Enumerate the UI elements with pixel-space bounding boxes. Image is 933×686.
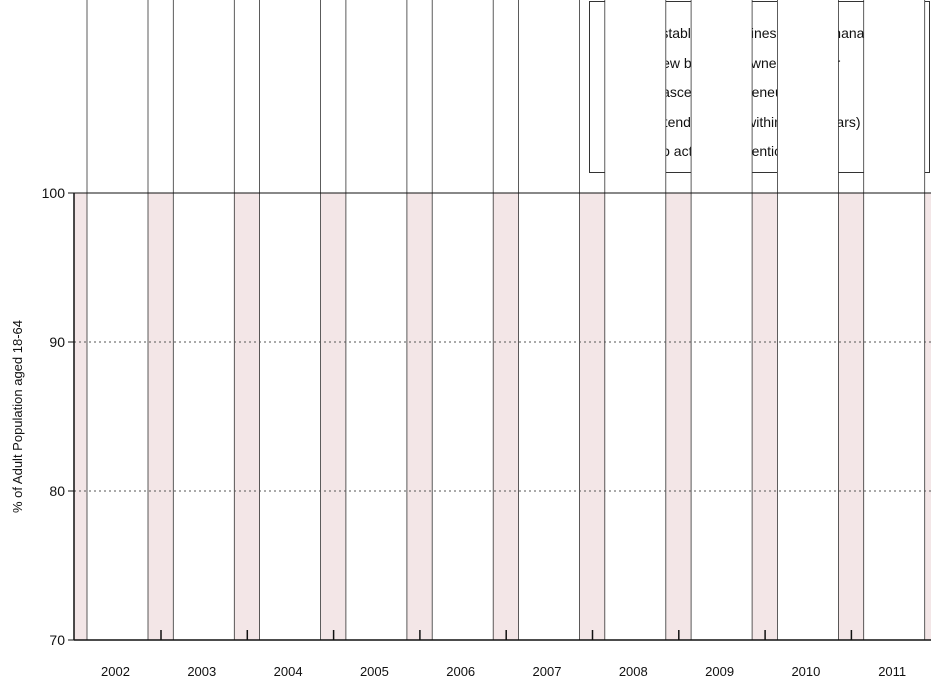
bar-2011-segment-0 [863, 0, 926, 641]
x-tick-label-2008: 2008 [619, 664, 648, 679]
x-tick-label-2009: 2009 [705, 664, 734, 679]
bar-2004-segment-0 [259, 0, 322, 641]
bar-2005-segment-0 [345, 0, 408, 641]
x-tick-label-2004: 2004 [274, 664, 303, 679]
bar-2009-segment-0 [690, 0, 753, 641]
bar-2010-segment-0 [777, 0, 839, 641]
bar-2006-segment-0 [431, 0, 494, 641]
bar-2008-segment-0 [604, 0, 667, 641]
y-tick-label-80: 80 [49, 483, 65, 499]
bar-2007-segment-0 [518, 0, 580, 641]
x-tick-label-2007: 2007 [533, 664, 562, 679]
x-tick-label-2005: 2005 [360, 664, 389, 679]
x-tick-label-2002: 2002 [101, 664, 130, 679]
y-tick-label-90: 90 [49, 334, 65, 350]
x-tick-label-2003: 2003 [187, 664, 216, 679]
y-tick-label-70: 70 [49, 632, 65, 648]
y-tick-label-100: 100 [42, 185, 66, 201]
y-axis-label: % of Adult Population aged 18-64 [10, 320, 25, 513]
x-tick-label-2010: 2010 [791, 664, 820, 679]
bar-2002-segment-0 [86, 0, 149, 641]
x-tick-label-2011: 2011 [878, 664, 906, 679]
x-tick-label-2006: 2006 [446, 664, 475, 679]
bar-2003-segment-0 [172, 0, 235, 641]
